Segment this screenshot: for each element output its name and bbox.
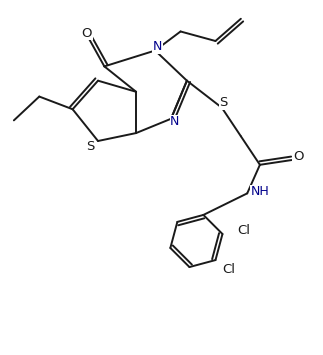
Text: S: S [219, 97, 228, 109]
Text: O: O [82, 27, 92, 39]
Text: Cl: Cl [237, 224, 250, 237]
Text: O: O [293, 151, 303, 163]
Text: N: N [153, 40, 162, 53]
Text: Cl: Cl [222, 263, 235, 276]
Text: S: S [86, 140, 94, 153]
Text: N: N [170, 115, 180, 129]
Text: NH: NH [251, 185, 269, 198]
